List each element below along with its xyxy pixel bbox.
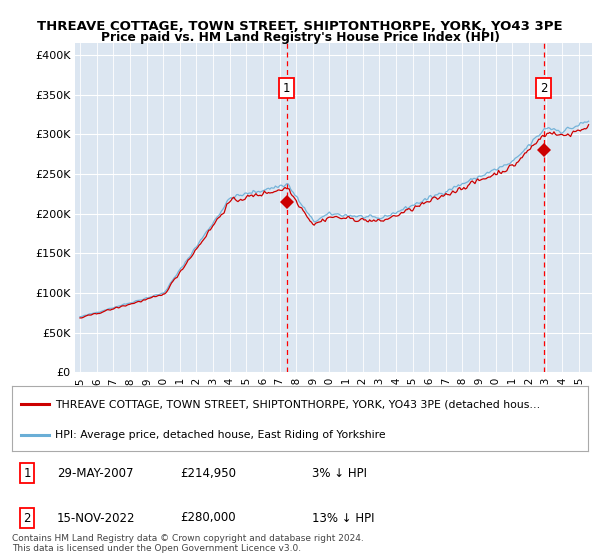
Text: 2: 2 xyxy=(540,82,547,95)
Text: 1: 1 xyxy=(283,82,290,95)
Text: 1: 1 xyxy=(23,466,31,480)
Text: Contains HM Land Registry data © Crown copyright and database right 2024.
This d: Contains HM Land Registry data © Crown c… xyxy=(12,534,364,553)
Text: THREAVE COTTAGE, TOWN STREET, SHIPTONTHORPE, YORK, YO43 3PE (detached hous…: THREAVE COTTAGE, TOWN STREET, SHIPTONTHO… xyxy=(55,399,541,409)
Text: THREAVE COTTAGE, TOWN STREET, SHIPTONTHORPE, YORK, YO43 3PE: THREAVE COTTAGE, TOWN STREET, SHIPTONTHO… xyxy=(37,20,563,32)
Text: 29-MAY-2007: 29-MAY-2007 xyxy=(57,466,133,480)
Text: 3% ↓ HPI: 3% ↓ HPI xyxy=(312,466,367,480)
Text: £214,950: £214,950 xyxy=(180,466,236,480)
Text: £280,000: £280,000 xyxy=(180,511,236,525)
Text: HPI: Average price, detached house, East Riding of Yorkshire: HPI: Average price, detached house, East… xyxy=(55,430,386,440)
Text: 2: 2 xyxy=(23,511,31,525)
Text: 13% ↓ HPI: 13% ↓ HPI xyxy=(312,511,374,525)
Text: 15-NOV-2022: 15-NOV-2022 xyxy=(57,511,136,525)
Text: Price paid vs. HM Land Registry's House Price Index (HPI): Price paid vs. HM Land Registry's House … xyxy=(101,31,499,44)
